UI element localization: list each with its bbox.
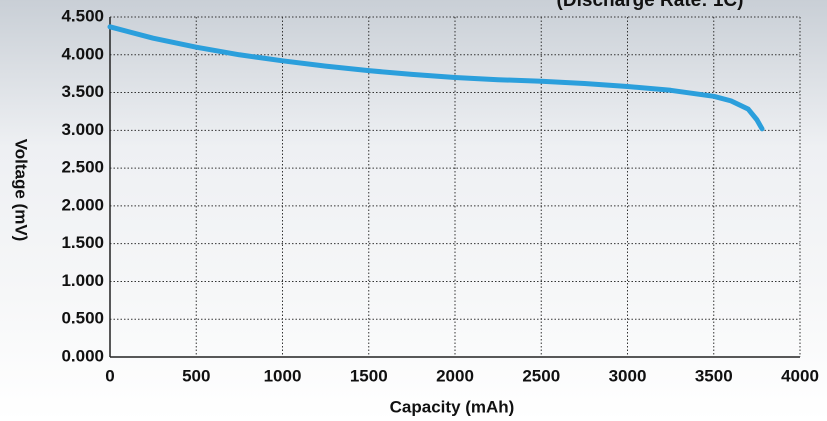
y-tick-label: 1.000 [61,271,104,290]
y-tick-label: 4.500 [61,6,104,25]
data-line [107,24,765,132]
y-axis-label: Voltage (mV) [12,139,31,242]
y-tick-label: 2.500 [61,158,104,177]
y-tick-label: 3.000 [61,120,104,139]
x-tick-label: 2500 [522,366,560,385]
x-tick-label: 3500 [695,366,733,385]
chart-title: (Discharge Rate: 1C) [557,0,744,11]
x-tick-label: 4000 [781,366,819,385]
x-tick-label: 500 [182,366,210,385]
x-tick-label: 0 [105,366,114,385]
x-tick-label: 2000 [436,366,474,385]
x-axis-label: Capacity (mAh) [390,397,515,416]
x-tick-label: 1000 [264,366,302,385]
x-tick-label: 1500 [350,366,388,385]
y-tick-label: 2.000 [61,195,104,214]
x-tick-label: 3000 [609,366,647,385]
y-tick-label: 0.000 [61,346,104,365]
y-tick-label: 3.500 [61,82,104,101]
y-tick-label: 1.500 [61,233,104,252]
y-tick-label: 4.000 [61,44,104,63]
y-tick-label: 0.500 [61,309,104,328]
